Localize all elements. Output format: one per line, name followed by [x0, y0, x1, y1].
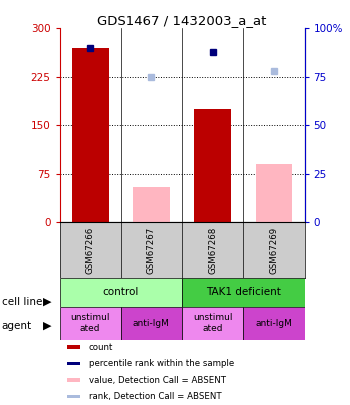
Bar	[182, 307, 243, 340]
Title: GDS1467 / 1432003_a_at: GDS1467 / 1432003_a_at	[97, 14, 267, 27]
Bar	[72, 48, 108, 222]
Text: GSM67266: GSM67266	[86, 227, 94, 274]
Text: cell line: cell line	[2, 297, 42, 307]
Text: GSM67269: GSM67269	[270, 227, 278, 274]
Bar	[67, 395, 80, 399]
Bar	[121, 307, 182, 340]
Text: anti-IgM: anti-IgM	[133, 319, 170, 328]
Text: control: control	[103, 288, 139, 298]
Text: ▶: ▶	[43, 321, 51, 331]
Bar	[256, 164, 292, 222]
Text: unstimul
ated: unstimul ated	[193, 313, 232, 333]
Text: TAK1 deficient: TAK1 deficient	[206, 288, 281, 298]
Bar	[243, 307, 304, 340]
Bar	[67, 378, 80, 382]
Bar	[194, 109, 231, 222]
Bar	[67, 345, 80, 349]
Text: percentile rank within the sample: percentile rank within the sample	[89, 359, 234, 368]
Text: anti-IgM: anti-IgM	[256, 319, 292, 328]
Text: GSM67268: GSM67268	[208, 227, 217, 274]
Bar	[60, 307, 121, 340]
Text: unstimul
ated: unstimul ated	[70, 313, 110, 333]
Text: rank, Detection Call = ABSENT: rank, Detection Call = ABSENT	[89, 392, 222, 401]
Text: value, Detection Call = ABSENT: value, Detection Call = ABSENT	[89, 375, 226, 385]
Bar	[182, 279, 304, 307]
Bar	[60, 279, 182, 307]
Text: GSM67267: GSM67267	[147, 227, 156, 274]
Text: agent: agent	[2, 321, 32, 331]
Bar	[133, 187, 170, 222]
Text: ▶: ▶	[43, 297, 51, 307]
Text: count: count	[89, 343, 113, 352]
Bar	[67, 362, 80, 365]
